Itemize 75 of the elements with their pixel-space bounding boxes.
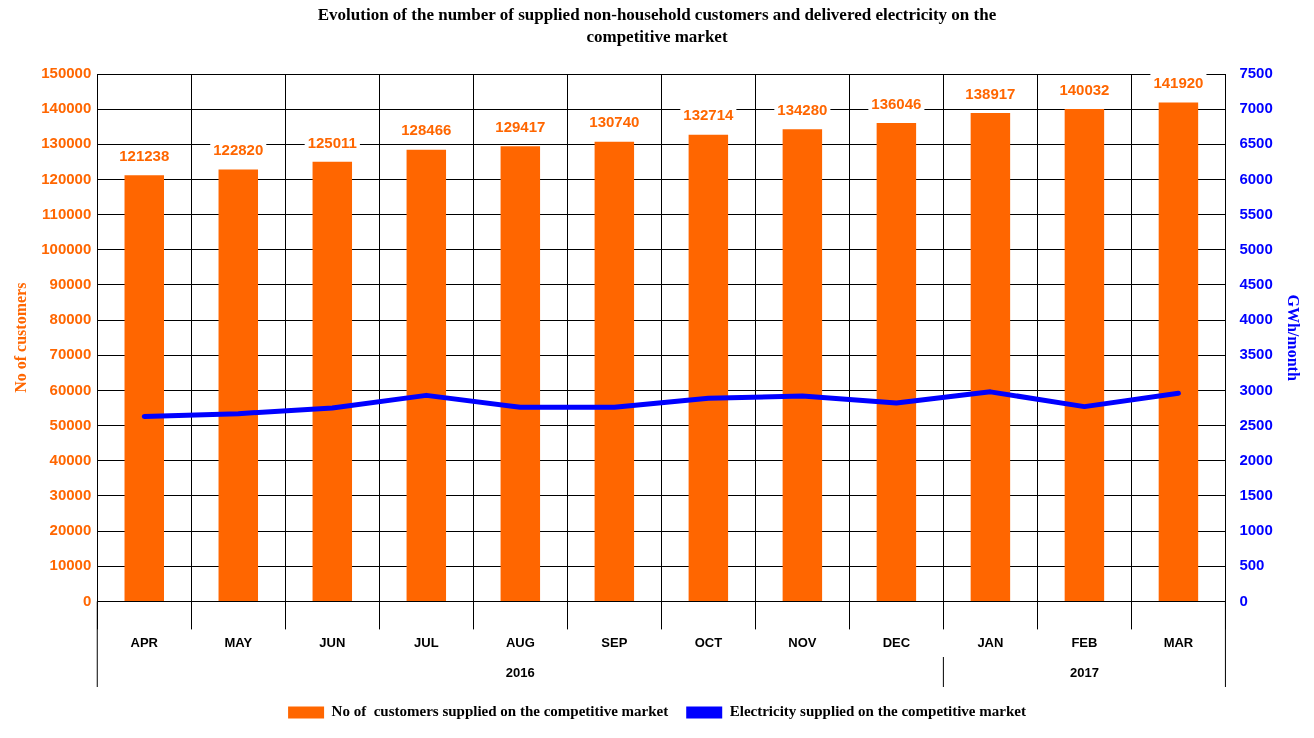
bar (406, 149, 447, 601)
y2-tick-label: 7000 (1239, 99, 1273, 117)
y-tick-label: 100000 (41, 239, 92, 257)
text: 2016 (505, 664, 535, 680)
y2-tick-label: 6000 (1239, 169, 1273, 187)
y2-tick-label: 500 (1239, 556, 1265, 574)
y-tick-label: 60000 (49, 380, 92, 398)
data-label: 132714 (683, 106, 735, 124)
y-tick-label: 30000 (49, 486, 92, 504)
bar (970, 112, 1011, 601)
y-tick-label: 50000 (49, 415, 92, 433)
data-label: 141920 (1153, 74, 1204, 92)
x-tick-label: AUG (505, 634, 535, 650)
y2-tick-label: 3000 (1239, 380, 1273, 398)
y-tick-label: 140000 (41, 99, 92, 117)
y-tick-label: 130000 (41, 134, 92, 152)
y-tick-label: 110000 (42, 204, 92, 222)
data-label: 134280 (777, 100, 828, 118)
y-tick-label: 20000 (49, 521, 92, 539)
legend-label: No of customers supplied on the competitive market (331, 703, 669, 720)
x-tick-label: JAN (977, 634, 1004, 650)
chart-title: Evolution of the number of supplied non-household customers and delivered electricity on the competitive market (316, 4, 998, 48)
bar (876, 123, 917, 601)
y2-tick-label: 1500 (1239, 486, 1273, 504)
y-tick-label: 40000 (49, 450, 92, 468)
data-label: 130740 (589, 113, 640, 131)
y2-tick-label: 1000 (1239, 521, 1273, 539)
bar (312, 161, 353, 601)
data-label: 128466 (401, 121, 452, 139)
y2-axis-title: GWh/month (1285, 294, 1303, 381)
y-tick-label: 0 (82, 591, 92, 609)
data-label: 138917 (965, 84, 1016, 102)
x-tick-label: JUN (319, 634, 346, 650)
data-label: 140032 (1059, 80, 1110, 98)
y-tick-label: 80000 (49, 310, 92, 328)
bar (782, 129, 823, 601)
y-tick-label: 10000 (49, 556, 92, 574)
y-tick-label: 70000 (49, 345, 92, 363)
y2-tick-label: 7500 (1239, 64, 1273, 82)
x-tick-label: DEC (882, 634, 911, 650)
y2-tick-label: 6500 (1239, 134, 1273, 152)
bar (500, 146, 541, 601)
x-tick-label: NOV (788, 634, 817, 650)
bar (1158, 102, 1199, 601)
x-tick-label: FEB (1071, 634, 1098, 650)
data-label: 121238 (119, 146, 170, 164)
text: 2017 (1069, 664, 1099, 680)
y2-tick-label: 0 (1239, 591, 1248, 609)
y-tick-label: 150000 (41, 64, 92, 82)
data-label: 136046 (871, 94, 922, 112)
data-label: 125011 (307, 133, 357, 151)
y2-tick-label: 2000 (1239, 450, 1273, 468)
bar (124, 175, 164, 601)
x-tick-label: MAY (224, 634, 253, 650)
y2-tick-label: 4000 (1239, 310, 1273, 328)
bar (1064, 109, 1105, 601)
data-label: 129417 (495, 118, 546, 136)
data-label: 122820 (213, 141, 264, 159)
x-tick-label: SEP (601, 634, 628, 650)
y2-tick-label: 5000 (1239, 239, 1273, 257)
bar (594, 141, 635, 601)
y-tick-label: 90000 (49, 275, 92, 293)
legend-label: Electricity supplied on the competitive market (729, 703, 1026, 720)
y2-tick-label: 4500 (1239, 275, 1273, 293)
bar (218, 169, 259, 601)
x-tick-label: JUL (414, 634, 439, 650)
y-tick-label: 120000 (41, 169, 92, 187)
x-tick-label: OCT (694, 634, 723, 650)
y2-tick-label: 3500 (1239, 345, 1273, 363)
x-tick-label: APR (130, 634, 159, 650)
x-tick-label: MAR (1163, 634, 1194, 650)
bar (688, 134, 729, 601)
y2-tick-label: 5500 (1239, 204, 1273, 222)
y-axis-title: No of customers (11, 282, 29, 393)
y2-tick-label: 2500 (1239, 415, 1273, 433)
